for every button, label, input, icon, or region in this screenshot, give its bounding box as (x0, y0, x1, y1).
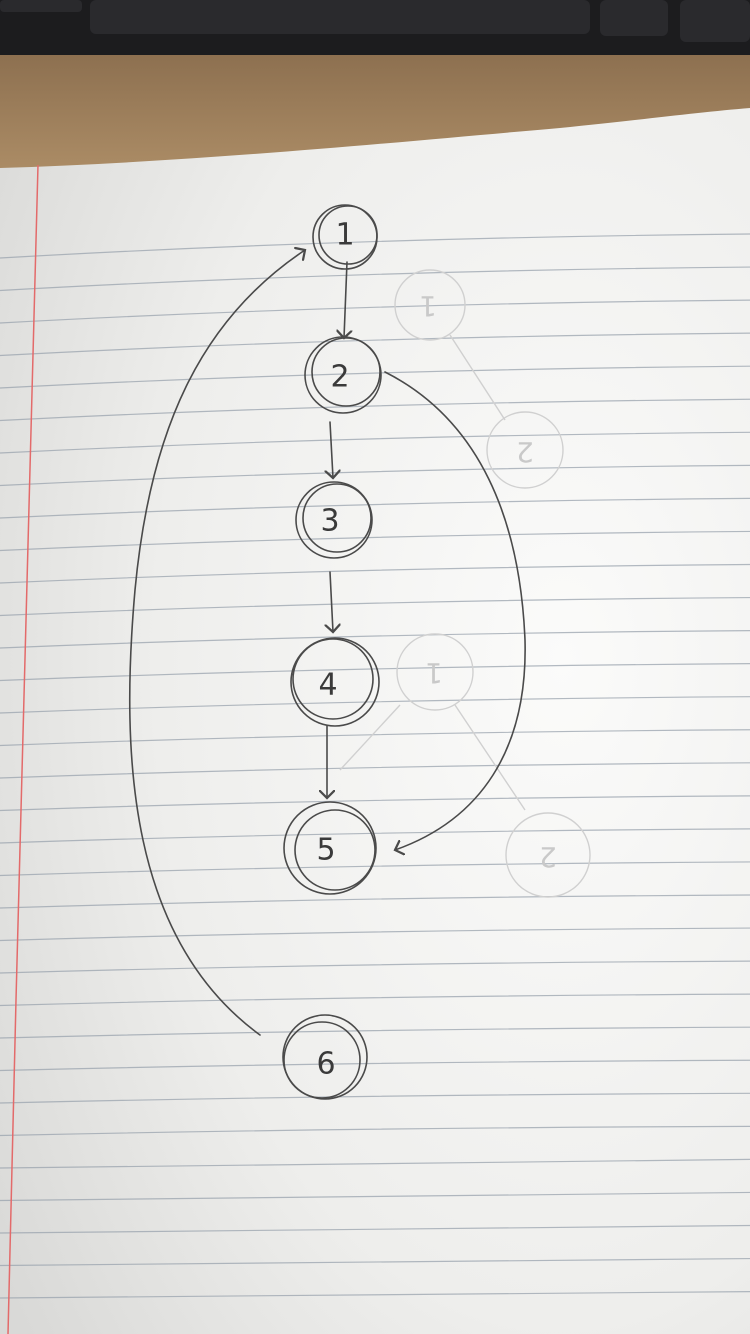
rule-line (0, 1092, 750, 1104)
ghost-label: 2 (539, 841, 557, 874)
rule-line (0, 960, 750, 974)
rule-line (0, 497, 750, 519)
rule-line (0, 861, 750, 877)
rule-line (0, 630, 750, 649)
notebook-page (0, 108, 750, 1334)
rule-line (0, 993, 750, 1007)
rule-line (0, 762, 750, 779)
node-label: 2 (330, 360, 349, 395)
node-3: 3 (295, 481, 373, 559)
rule-line (0, 464, 750, 487)
edge-1-2 (344, 261, 347, 338)
node-label: 1 (335, 218, 354, 253)
node-4: 4 (290, 637, 380, 727)
node-label: 4 (318, 668, 337, 703)
rule-line (0, 365, 750, 389)
rule-line (0, 431, 750, 454)
rule-line (0, 1059, 750, 1072)
node-6: 6 (282, 1014, 368, 1100)
rule-line (0, 332, 750, 357)
keyboard (0, 0, 750, 60)
edge-2-5 (384, 371, 526, 850)
ghost-label: 1 (425, 657, 443, 690)
rule-line (0, 828, 750, 844)
rule-line (0, 894, 750, 909)
ghost-drawing: 1 2 1 2 (339, 269, 591, 898)
ghost-label: 2 (516, 436, 534, 469)
nodes: 1 2 3 4 5 (282, 204, 382, 1100)
edge-3-4 (330, 571, 333, 632)
rule-line (0, 299, 750, 324)
margin-line (7, 164, 39, 1334)
rule-line (0, 1026, 750, 1039)
edges (128, 250, 526, 1036)
node-5: 5 (283, 801, 377, 895)
rule-line (0, 398, 750, 422)
ghost-label: 1 (419, 290, 437, 323)
node-1: 1 (312, 204, 378, 270)
node-2: 2 (304, 336, 382, 414)
edge-2-3 (330, 421, 333, 478)
rule-line (0, 530, 750, 552)
rule-line (0, 663, 750, 682)
edge-6-1 (128, 250, 305, 1036)
node-label: 5 (316, 833, 335, 868)
rule-line (0, 729, 750, 747)
rule-line (0, 563, 750, 584)
rule-line (0, 1125, 750, 1137)
node-label: 3 (320, 504, 339, 539)
rule-line (0, 927, 750, 942)
rule-line (0, 233, 750, 259)
rule-line (0, 596, 750, 617)
node-label: 6 (316, 1047, 335, 1082)
rule-line (0, 266, 750, 292)
rule-line (0, 795, 750, 812)
